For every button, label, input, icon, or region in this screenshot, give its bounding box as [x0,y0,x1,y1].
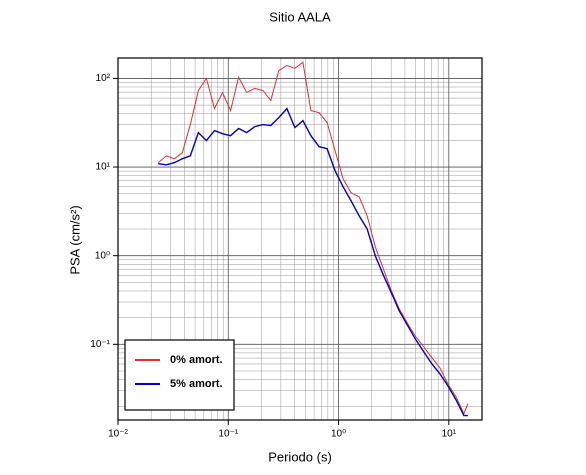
plot-frame [117,57,483,421]
x-tick-label: 10⁻¹ [218,429,238,440]
x-tick-label: 10¹ [442,429,457,440]
x-tick-label: 10⁻² [108,429,128,440]
y-tick-label: 10¹ [96,162,111,173]
y-axis-label: PSA (cm/s²) [67,205,82,274]
series-line [157,61,469,415]
legend-label: 0% amort. [170,354,223,366]
series-line [158,107,468,417]
y-tick-label: 10⁻¹ [90,339,110,350]
y-tick-label: 10² [96,73,111,84]
chart-title: Sitio AALA [269,9,331,24]
legend-box [124,339,235,411]
legend-label: 5% amort. [170,378,223,390]
x-tick-label: 10⁰ [331,429,346,440]
x-axis-label: Periodo (s) [268,449,332,464]
y-tick-label: 10⁰ [95,250,110,261]
